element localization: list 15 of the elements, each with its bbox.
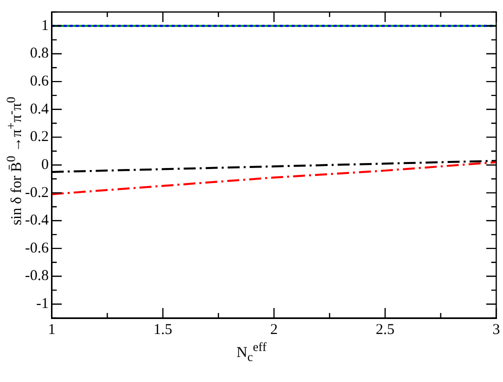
y-tick-label: -0.8 <box>24 268 49 284</box>
x-tick-label: 3 <box>492 322 500 338</box>
y-tick-label: 0.4 <box>30 101 50 118</box>
y-tick-label: -0.2 <box>24 184 49 201</box>
y-tick-label: -1 <box>36 296 49 312</box>
x-tick-label: 1.5 <box>153 322 172 338</box>
y-tick-label: -0.6 <box>24 240 50 256</box>
y-tick-label: 1 <box>41 18 49 34</box>
y-tick-label: 0.8 <box>30 46 49 62</box>
x-tick-label: 2.5 <box>376 322 394 338</box>
y-tick-label: 0 <box>41 156 49 173</box>
y-tick-label: 0.6 <box>30 73 50 90</box>
x-tick-label: 2 <box>270 322 278 338</box>
y-tick-label: -0.4 <box>24 212 50 229</box>
y-tick-label: 0.2 <box>30 129 49 146</box>
